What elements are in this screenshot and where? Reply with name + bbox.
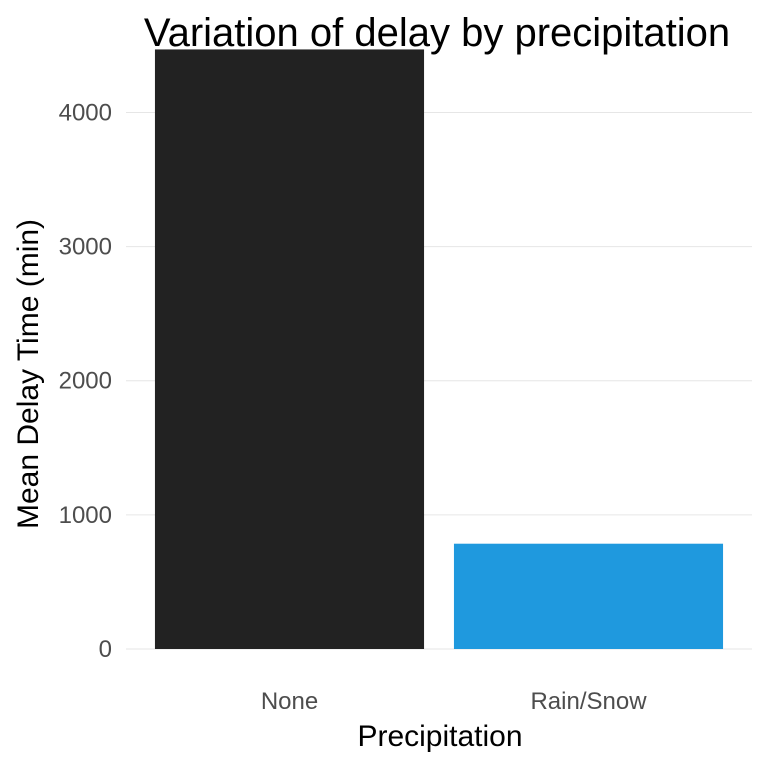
y-tick-label: 0 [99,636,112,663]
chart-title: Variation of delay by precipitation [144,11,730,55]
y-tick-label: 2000 [59,368,112,395]
x-axis-ticks: None Rain/Snow [261,688,647,715]
y-axis-ticks: 0 1000 2000 3000 4000 [59,99,112,663]
x-tick-label: None [261,688,318,715]
x-tick-label: Rain/Snow [530,688,647,715]
x-axis-title: Precipitation [357,720,522,753]
y-axis-title: Mean Delay Time (min) [12,219,45,529]
bar-none [154,49,425,650]
y-tick-label: 1000 [59,502,112,529]
y-tick-label: 4000 [59,99,112,126]
bar-rain-snow [453,543,724,649]
bars [154,49,724,650]
y-tick-label: 3000 [59,234,112,261]
